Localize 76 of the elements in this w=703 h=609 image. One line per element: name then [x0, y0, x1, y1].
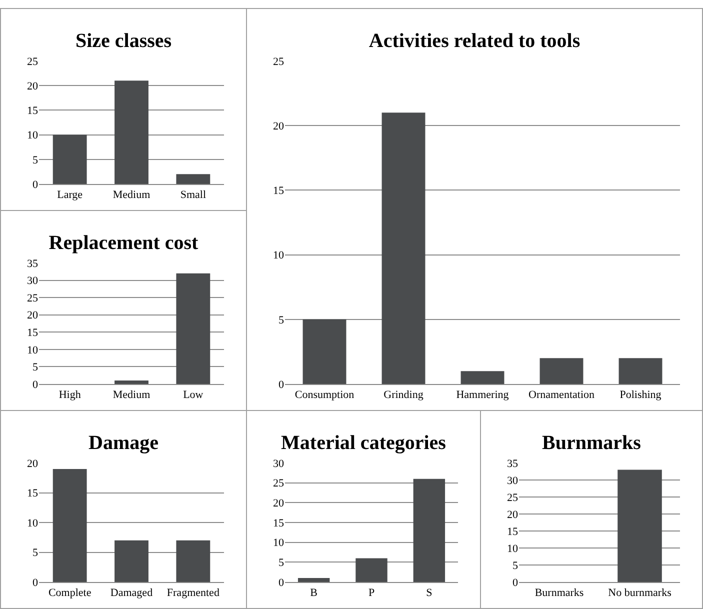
bar: [540, 358, 584, 384]
bar: [302, 319, 346, 384]
y-tick-label: 0: [32, 576, 38, 589]
y-tick-label: 20: [273, 498, 284, 510]
bar: [52, 134, 87, 184]
y-tick-label: 10: [507, 542, 518, 555]
y-tick-label: 25: [507, 492, 518, 504]
x-tick-label: No burnmarks: [608, 587, 672, 600]
chart-title: Activities related to tools: [368, 30, 580, 52]
chart-title: Size classes: [75, 30, 172, 52]
y-tick-label: 0: [278, 378, 284, 391]
x-tick-label: Medium: [112, 189, 151, 202]
y-tick-label: 30: [507, 474, 518, 487]
y-tick-label: 15: [27, 488, 38, 500]
x-tick-label: Grinding: [384, 389, 424, 402]
x-tick-label: Ornamentation: [528, 389, 595, 402]
y-tick-label: 5: [512, 560, 518, 572]
x-tick-label: P: [368, 587, 375, 600]
bar: [413, 478, 446, 582]
y-tick-label: 15: [27, 326, 38, 339]
y-tick-label: 15: [507, 526, 518, 538]
x-tick-label: Large: [57, 189, 83, 202]
y-tick-label: 5: [278, 314, 284, 326]
y-tick-label: 10: [27, 130, 38, 142]
y-tick-label: 0: [278, 576, 284, 589]
x-tick-label: B: [310, 587, 318, 600]
bar: [114, 80, 148, 184]
y-tick-label: 10: [273, 250, 284, 262]
y-tick-label: 5: [32, 362, 38, 374]
bar: [298, 578, 330, 582]
x-tick-label: S: [426, 587, 432, 600]
y-tick-label: 20: [27, 80, 38, 92]
bar: [618, 358, 662, 384]
y-tick-label: 35: [27, 258, 38, 270]
y-tick-label: 30: [273, 458, 284, 470]
chart-title: Damage: [88, 432, 159, 454]
x-tick-label: Hammering: [456, 389, 510, 402]
y-tick-label: 10: [27, 517, 38, 530]
bar: [382, 112, 426, 384]
y-tick-label: 20: [27, 310, 38, 322]
x-tick-label: Fragmented: [166, 587, 220, 600]
x-tick-label: Consumption: [294, 389, 355, 402]
x-tick-label: Low: [183, 389, 204, 402]
y-tick-label: 5: [278, 557, 284, 570]
y-tick-label: 20: [507, 508, 518, 521]
y-tick-label: 10: [27, 344, 38, 356]
y-tick-label: 20: [273, 120, 284, 132]
y-tick-label: 25: [27, 292, 38, 304]
bar: [176, 174, 210, 184]
y-tick-label: 0: [32, 178, 38, 191]
x-tick-label: Small: [180, 189, 206, 202]
y-tick-label: 25: [27, 56, 38, 68]
y-tick-label: 0: [512, 576, 518, 589]
y-tick-label: 25: [273, 56, 284, 68]
chart-title: Burnmarks: [542, 432, 642, 454]
x-tick-label: High: [58, 389, 82, 402]
y-tick-label: 35: [507, 458, 518, 470]
y-tick-label: 0: [32, 378, 38, 391]
y-tick-label: 15: [27, 105, 38, 118]
x-tick-label: Damaged: [110, 587, 154, 600]
bar: [356, 558, 388, 582]
chart-title: Material categories: [281, 432, 446, 454]
x-tick-label: Medium: [112, 389, 151, 402]
y-tick-label: 20: [27, 458, 38, 470]
y-tick-label: 25: [273, 478, 284, 490]
x-tick-label: Polishing: [620, 389, 662, 402]
y-tick-label: 30: [27, 275, 38, 288]
y-tick-label: 5: [32, 154, 38, 166]
chart-title: Replacement cost: [48, 232, 199, 254]
y-tick-label: 10: [273, 537, 284, 550]
x-tick-label: Complete: [48, 587, 92, 600]
y-tick-label: 15: [273, 517, 284, 530]
bar: [460, 371, 504, 384]
x-tick-label: Burnmarks: [534, 587, 584, 600]
y-tick-label: 15: [273, 185, 284, 198]
y-tick-label: 5: [32, 547, 38, 560]
